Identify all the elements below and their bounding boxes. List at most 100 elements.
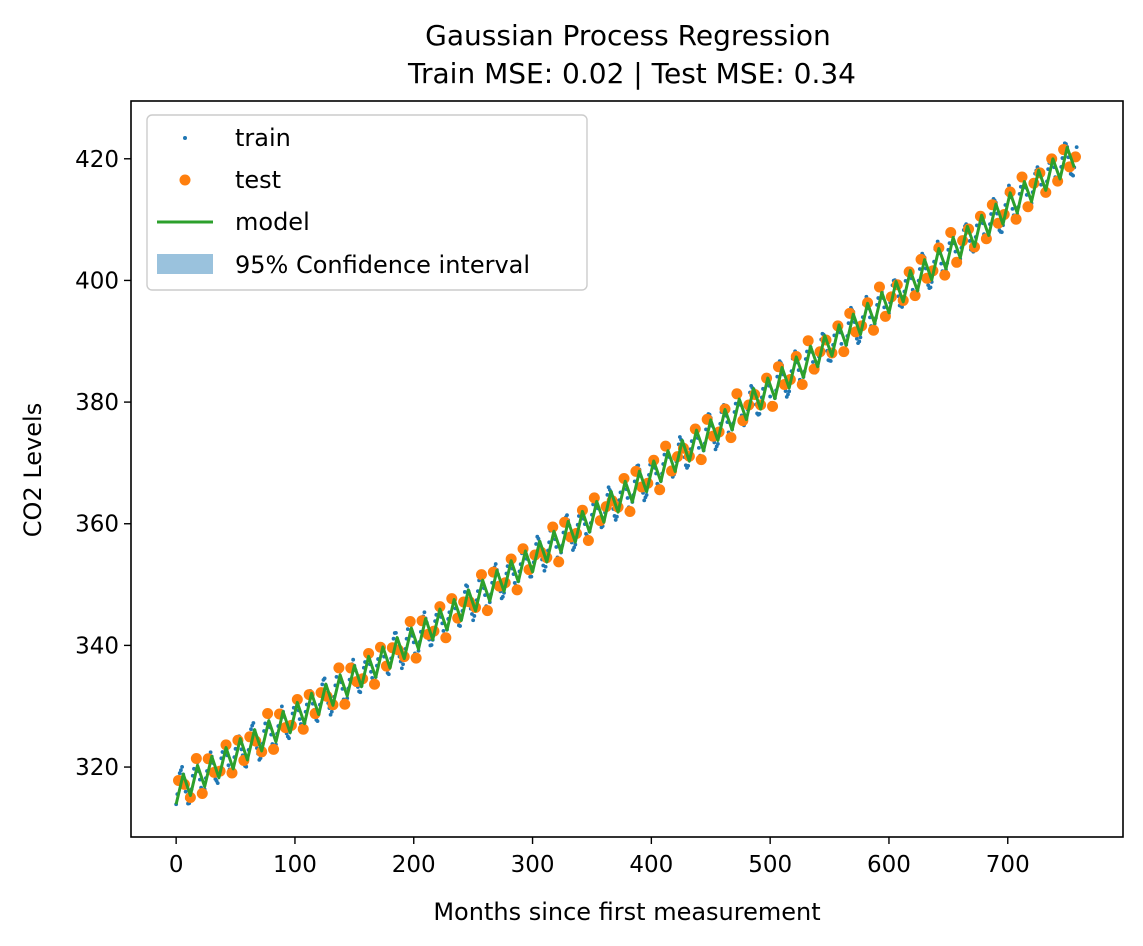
train-point xyxy=(1010,206,1015,211)
train-point xyxy=(787,389,792,394)
train-point xyxy=(263,721,268,726)
y-tick-label: 340 xyxy=(75,633,119,659)
train-point xyxy=(811,360,815,364)
x-tick-label: 0 xyxy=(169,852,184,878)
legend-marker-test xyxy=(179,174,191,186)
train-point xyxy=(465,584,470,589)
test-point xyxy=(220,739,232,751)
test-point xyxy=(291,694,303,705)
train-point xyxy=(696,445,701,450)
test-point xyxy=(553,556,565,568)
legend-marker-train xyxy=(183,136,187,140)
y-tick-label: 360 xyxy=(75,512,119,538)
train-point xyxy=(534,542,539,546)
x-axis-label: Months since first measurement xyxy=(433,898,820,926)
train-point xyxy=(786,392,790,397)
test-point xyxy=(363,647,375,659)
train-point xyxy=(615,514,619,519)
model-line xyxy=(174,145,1076,805)
train-point xyxy=(251,721,256,725)
test-point xyxy=(434,601,446,613)
x-tick-label: 200 xyxy=(392,852,436,878)
train-point xyxy=(854,336,859,341)
train-point xyxy=(591,502,596,507)
legend-label-ci: 95% Confidence interval xyxy=(235,251,530,279)
train-point xyxy=(857,339,862,344)
train-point xyxy=(208,750,213,755)
test-point xyxy=(481,605,493,617)
legend: train test model 95% Confidence interval xyxy=(146,114,588,291)
y-tick-label: 400 xyxy=(75,268,119,294)
x-tick-label: 700 xyxy=(986,852,1030,878)
test-point xyxy=(505,553,517,565)
test-point xyxy=(196,787,208,799)
test-point xyxy=(868,324,880,336)
train-point xyxy=(1071,173,1075,178)
train-point xyxy=(686,463,691,468)
train-point xyxy=(828,359,833,363)
test-point xyxy=(226,767,238,779)
test-point xyxy=(873,281,885,293)
test-point xyxy=(333,662,345,674)
test-point xyxy=(695,454,707,466)
train-point xyxy=(183,789,188,794)
train-point xyxy=(405,627,410,631)
train-point xyxy=(500,594,505,599)
train-point xyxy=(192,766,196,771)
x-tick-label: 600 xyxy=(867,852,911,878)
train-point xyxy=(297,717,302,722)
train-point xyxy=(565,513,569,518)
test-point xyxy=(1010,213,1022,225)
test-point xyxy=(939,269,951,281)
test-point xyxy=(440,632,452,644)
train-point xyxy=(839,342,844,346)
train-point xyxy=(625,496,630,500)
train-point xyxy=(422,610,427,615)
test-point xyxy=(624,506,636,518)
train-point xyxy=(180,765,184,769)
train-point xyxy=(391,636,396,641)
train-point xyxy=(572,545,577,550)
train-point xyxy=(928,285,933,290)
chart-title: Gaussian Process Regression xyxy=(425,19,831,52)
test-point xyxy=(511,584,523,596)
y-axis-ticks: 320 340 360 380 400 420 xyxy=(75,147,131,781)
train-point xyxy=(399,666,404,671)
train-point xyxy=(279,704,284,709)
train-point xyxy=(757,411,762,416)
train-point xyxy=(441,628,446,633)
train-point xyxy=(472,614,477,618)
x-tick-label: 400 xyxy=(629,852,673,878)
train-point xyxy=(471,618,476,623)
train-point xyxy=(493,562,498,566)
test-point xyxy=(410,652,422,664)
test-point xyxy=(796,378,808,390)
train-point xyxy=(715,442,720,446)
train-point xyxy=(370,675,375,680)
train-point xyxy=(226,763,231,768)
test-point xyxy=(1016,171,1028,183)
legend-label-test: test xyxy=(235,166,281,194)
train-point xyxy=(315,719,320,724)
train-point xyxy=(858,335,863,340)
legend-box xyxy=(146,114,588,291)
chart-subtitle: Train MSE: 0.02 | Test MSE: 0.34 xyxy=(407,57,856,90)
train-point xyxy=(287,736,291,741)
test-point xyxy=(654,484,666,496)
train-point xyxy=(386,672,391,677)
x-axis-ticks: 0 100 200 300 400 500 600 700 xyxy=(169,837,1030,878)
test-point xyxy=(547,521,559,533)
train-point xyxy=(543,564,548,569)
train-point xyxy=(462,590,467,594)
legend-marker-ci xyxy=(157,254,213,274)
train-point xyxy=(1074,145,1079,150)
test-point xyxy=(369,678,381,690)
train-point xyxy=(900,305,904,309)
train-point xyxy=(179,768,183,773)
train-point xyxy=(401,662,405,667)
test-point xyxy=(268,743,280,755)
train-point xyxy=(529,574,534,579)
train-point xyxy=(429,643,434,647)
test-point xyxy=(297,723,309,735)
legend-label-train: train xyxy=(235,124,291,152)
